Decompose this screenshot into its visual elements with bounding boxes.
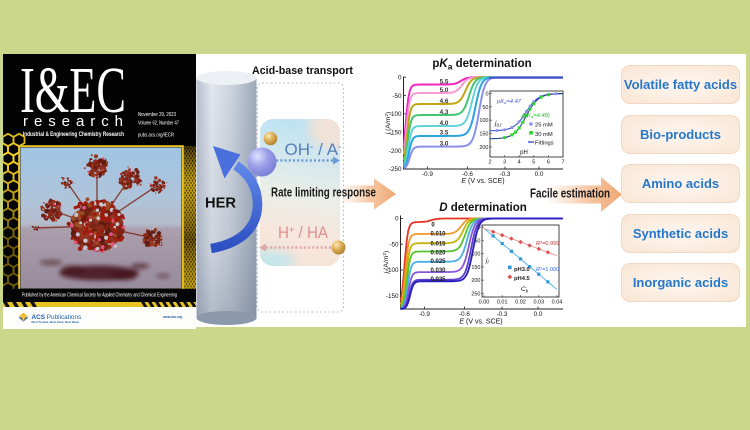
svg-text:Industrial & Engineering Chemi: Industrial & Engineering Chemistry Resea… <box>23 131 124 138</box>
svg-text:2: 2 <box>488 160 491 166</box>
svg-text:Published by the American Chem: Published by the American Chemical Socie… <box>22 293 177 299</box>
svg-text:Most Trusted. Most Cited. Most: Most Trusted. Most Cited. Most Read. <box>32 320 80 324</box>
svg-text:0.020: 0.020 <box>430 251 446 257</box>
svg-text:-50: -50 <box>389 241 399 248</box>
svg-text:-0.3: -0.3 <box>500 171 511 178</box>
svg-text:0: 0 <box>398 74 402 81</box>
svg-text:150: 150 <box>479 132 488 138</box>
svg-text:Fittings: Fittings <box>535 141 554 147</box>
svg-text:0.02: 0.02 <box>515 300 526 306</box>
svg-text:4.0: 4.0 <box>440 120 449 127</box>
svg-text:3.5: 3.5 <box>440 130 449 137</box>
svg-text:0: 0 <box>431 223 435 229</box>
svg-text:6: 6 <box>547 160 550 166</box>
svg-text:OH- / A-: OH- / A- <box>285 141 342 159</box>
svg-text:30 mM: 30 mM <box>535 132 553 138</box>
svg-text:HER: HER <box>205 195 236 212</box>
svg-text:50: 50 <box>482 105 488 111</box>
svg-text:pKa=4.47: pKa=4.47 <box>496 99 522 105</box>
svg-text:(pKa=4.48): (pKa=4.48) <box>522 113 550 119</box>
svg-text:Acid-base transport: Acid-base transport <box>252 65 353 77</box>
svg-text:0.03: 0.03 <box>533 300 544 306</box>
svg-text:5.5: 5.5 <box>440 78 449 85</box>
svg-text:www.acs.org: www.acs.org <box>162 315 182 319</box>
svg-text:100: 100 <box>479 118 488 124</box>
svg-text:E (V vs. SCE): E (V vs. SCE) <box>461 178 504 185</box>
svg-text:5.0: 5.0 <box>440 87 449 94</box>
svg-text:0.035: 0.035 <box>430 277 446 283</box>
svg-text:pH4.5: pH4.5 <box>514 276 531 282</box>
svg-text:Rate limiting response: Rate limiting response <box>271 186 376 200</box>
svg-text:3.0: 3.0 <box>440 141 449 148</box>
svg-text:150: 150 <box>471 265 480 271</box>
svg-text:pubs.acs.org/IECR: pubs.acs.org/IECR <box>138 133 174 139</box>
svg-text:0: 0 <box>485 92 488 98</box>
svg-text:0.010: 0.010 <box>430 232 446 238</box>
svg-text:E (V vs. SCE): E (V vs. SCE) <box>459 319 502 326</box>
svg-text:j0,l: j0,l <box>494 120 502 128</box>
svg-text:pKa determination: pKa determination <box>432 58 531 72</box>
svg-text:j (A/m2): j (A/m2) <box>382 251 390 275</box>
svg-text:-100: -100 <box>386 267 399 274</box>
svg-text:0.01: 0.01 <box>497 300 508 306</box>
svg-text:0.04: 0.04 <box>552 300 563 306</box>
svg-text:-0.9: -0.9 <box>419 311 430 318</box>
svg-text:-100: -100 <box>389 111 402 118</box>
svg-text:0: 0 <box>395 216 399 223</box>
svg-text:Facile estimation: Facile estimation <box>530 186 610 201</box>
svg-text:-150: -150 <box>386 293 399 300</box>
svg-text:50: 50 <box>474 238 480 244</box>
svg-text:Volume 62, Number 47: Volume 62, Number 47 <box>138 121 179 127</box>
svg-text:-50: -50 <box>392 93 402 100</box>
svg-text:200: 200 <box>471 278 480 284</box>
svg-text:-0.9: -0.9 <box>422 171 433 178</box>
svg-text:0: 0 <box>477 225 480 231</box>
svg-text:-200: -200 <box>389 148 402 155</box>
svg-text:-250: -250 <box>389 166 402 173</box>
svg-text:R2=1.000: R2=1.000 <box>536 266 559 274</box>
svg-text:0.025: 0.025 <box>430 259 446 265</box>
svg-text:-0.6: -0.6 <box>459 311 470 318</box>
svg-text:pH3.0: pH3.0 <box>514 267 530 273</box>
svg-text:3: 3 <box>503 160 506 166</box>
svg-text:0.0: 0.0 <box>535 171 544 178</box>
svg-text:7: 7 <box>561 160 564 166</box>
svg-text:I&EC: I&EC <box>20 54 126 127</box>
svg-text:Cb: Cb <box>521 286 529 294</box>
svg-text:ACS Publications: ACS Publications <box>32 314 82 321</box>
svg-text:4: 4 <box>518 160 521 166</box>
svg-text:100: 100 <box>471 252 480 258</box>
svg-text:-0.6: -0.6 <box>462 171 473 178</box>
svg-text:0.030: 0.030 <box>430 268 446 274</box>
svg-text:5: 5 <box>532 160 535 166</box>
svg-text:D determination: D determination <box>439 202 527 214</box>
svg-text:H+ / HA: H+ / HA <box>278 224 328 242</box>
svg-text:pH: pH <box>520 150 528 156</box>
svg-text:November 29, 2023: November 29, 2023 <box>138 112 176 118</box>
svg-text:250: 250 <box>471 292 480 298</box>
svg-text:4.3: 4.3 <box>440 109 449 116</box>
svg-text:25 mM: 25 mM <box>535 123 553 129</box>
svg-text:R2=0.999: R2=0.999 <box>536 240 559 248</box>
svg-text:200: 200 <box>479 145 488 151</box>
svg-text:4.6: 4.6 <box>440 98 449 105</box>
svg-text:j (A/m2): j (A/m2) <box>384 112 392 136</box>
svg-text:-150: -150 <box>389 130 402 137</box>
svg-text:0.015: 0.015 <box>430 242 446 248</box>
svg-text:0.0: 0.0 <box>534 311 543 318</box>
svg-text:0.00: 0.00 <box>479 300 490 306</box>
svg-text:-0.3: -0.3 <box>497 311 508 318</box>
